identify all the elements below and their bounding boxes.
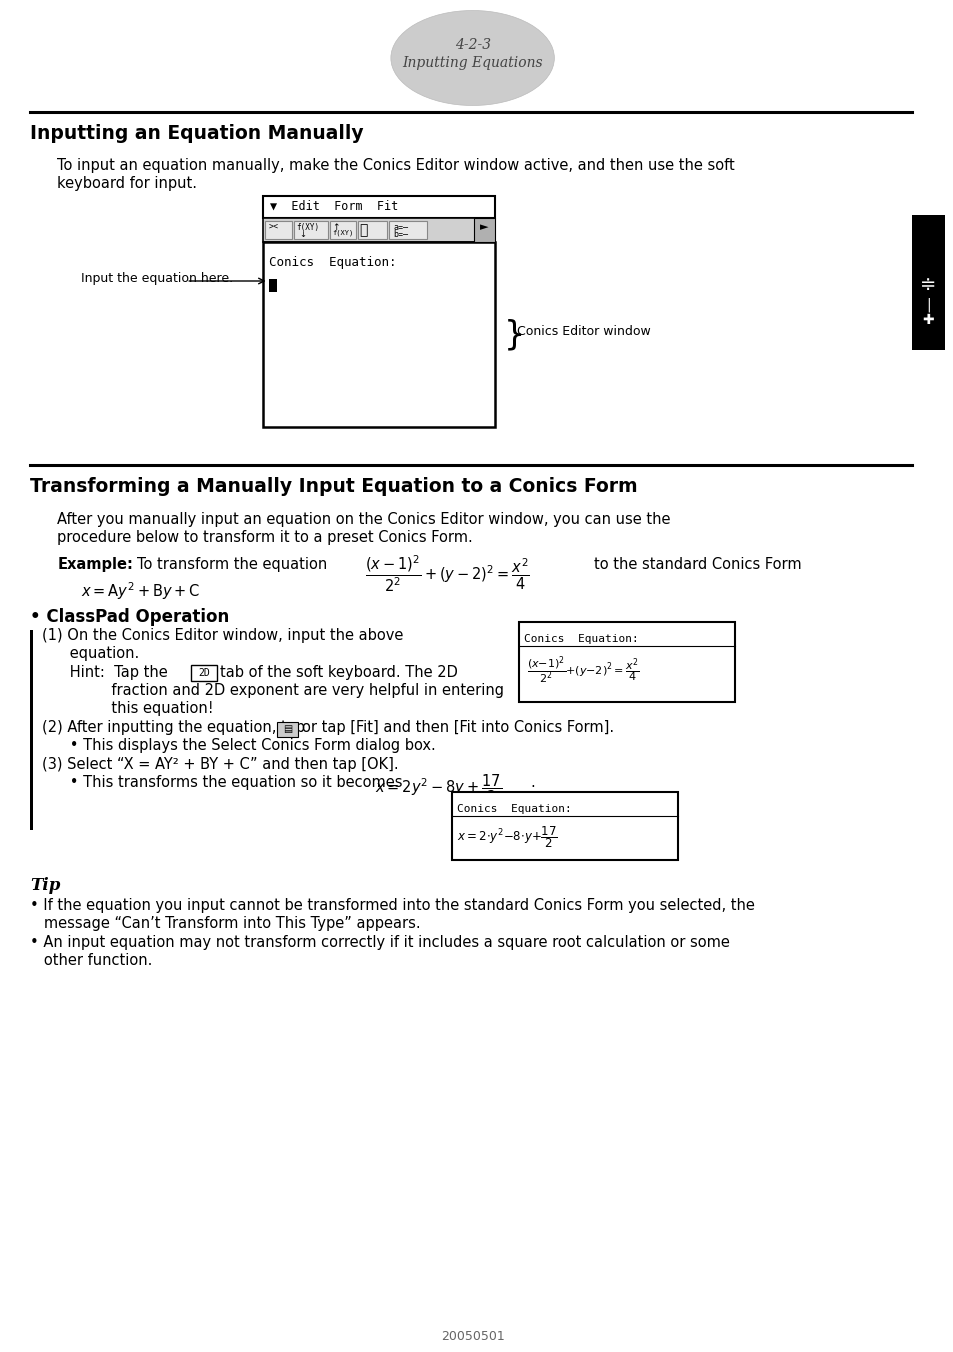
Text: • This displays the Select Conics Form dialog box.: • This displays the Select Conics Form d… [42,738,435,753]
Text: procedure below to transform it to a preset Conics Form.: procedure below to transform it to a pre… [57,530,473,545]
Text: Conics  Equation:: Conics Equation: [456,804,571,814]
Text: Example:: Example: [57,557,133,572]
Text: }: } [503,318,524,352]
Bar [262,242,495,427]
FancyBboxPatch shape [276,722,297,737]
Bar [262,196,495,218]
Text: • An input equation may not transform correctly if it includes a square root cal: • An input equation may not transform co… [30,936,729,950]
Text: 4-2-3: 4-2-3 [454,38,490,51]
Bar [452,792,677,860]
Text: $x{=}2{\cdot}y^2{-}8{\cdot}y{+}\dfrac{17}{2}$: $x{=}2{\cdot}y^2{-}8{\cdot}y{+}\dfrac{17… [456,823,557,849]
Bar [264,220,292,239]
Bar [389,220,427,239]
Bar [294,220,328,239]
Ellipse shape [391,11,554,105]
Text: • ClassPad Operation: • ClassPad Operation [30,608,229,626]
Text: b=―: b=― [393,230,408,239]
Text: (1) On the Conics Editor window, input the above: (1) On the Conics Editor window, input t… [42,627,402,644]
Text: ▤: ▤ [282,725,292,734]
Text: this equation!: this equation! [42,700,213,717]
FancyBboxPatch shape [191,665,216,681]
Text: $x=\mathrm{A}y^2+\mathrm{B}y+\mathrm{C}$: $x=\mathrm{A}y^2+\mathrm{B}y+\mathrm{C}$ [81,580,200,602]
Text: To transform the equation: To transform the equation [136,557,327,572]
Text: ⎕: ⎕ [359,223,368,237]
Text: or tap [Fit] and then [Fit into Conics Form].: or tap [Fit] and then [Fit into Conics F… [302,721,614,735]
Text: keyboard for input.: keyboard for input. [57,176,197,191]
Bar [268,279,277,292]
Text: to the standard Conics Form: to the standard Conics Form [594,557,801,572]
Text: Inputting Equations: Inputting Equations [402,55,542,70]
Text: f(XY): f(XY) [332,230,353,237]
Text: f(XY): f(XY) [296,223,319,233]
Text: • This transforms the equation so it becomes: • This transforms the equation so it bec… [42,775,402,790]
Text: fraction and 2D exponent are very helpful in entering: fraction and 2D exponent are very helpfu… [42,683,503,698]
Bar [518,622,735,702]
Text: ><: >< [268,223,278,233]
Text: To input an equation manually, make the Conics Editor window active, and then us: To input an equation manually, make the … [57,158,735,173]
Text: other function.: other function. [30,953,152,968]
Text: equation.: equation. [42,646,139,661]
Text: Tip: Tip [30,877,60,894]
Text: ↑: ↑ [332,223,339,233]
Text: ↓: ↓ [299,230,306,239]
Text: $\dfrac{(x-1)^2}{2^2}+(y-2)^2=\dfrac{x^2}{4}$: $\dfrac{(x-1)^2}{2^2}+(y-2)^2=\dfrac{x^2… [364,553,529,594]
Text: Conics  Equation:: Conics Equation: [523,634,639,644]
Text: ▼  Edit  Form  Fit: ▼ Edit Form Fit [271,200,398,214]
Text: $\dfrac{(x{-}1)^2}{2^2}{+}(y{-}2)^2{=}\dfrac{x^2}{4}$: $\dfrac{(x{-}1)^2}{2^2}{+}(y{-}2)^2{=}\d… [527,654,639,685]
Bar [357,220,387,239]
Text: 2D: 2D [198,668,210,677]
Text: message “Can’t Transform into This Type” appears.: message “Can’t Transform into This Type”… [30,917,420,932]
Bar [330,220,355,239]
Text: $x=2y^2-8y+\dfrac{17}{2}$: $x=2y^2-8y+\dfrac{17}{2}$ [375,772,501,804]
Text: (2) After inputting the equation, tap: (2) After inputting the equation, tap [42,721,304,735]
Text: ►: ► [479,222,488,233]
Text: Conics Editor window: Conics Editor window [517,324,650,338]
Text: ≑: ≑ [920,276,936,295]
Text: 20050501: 20050501 [440,1330,504,1343]
Text: After you manually input an equation on the Conics Editor window, you can use th: After you manually input an equation on … [57,512,670,527]
Text: (3) Select “X = AY² + BY + C” and then tap [OK].: (3) Select “X = AY² + BY + C” and then t… [42,757,397,772]
Text: tab of the soft keyboard. The 2D: tab of the soft keyboard. The 2D [220,665,457,680]
Text: ✚: ✚ [922,314,933,327]
Text: .: . [530,775,535,790]
Text: a=―: a=― [393,223,408,233]
Bar [910,215,944,350]
Text: • If the equation you input cannot be transformed into the standard Conics Form : • If the equation you input cannot be tr… [30,898,754,913]
Text: Transforming a Manually Input Equation to a Conics Form: Transforming a Manually Input Equation t… [30,477,637,496]
Text: Hint:  Tap the: Hint: Tap the [42,665,167,680]
Text: Conics  Equation:: Conics Equation: [268,256,395,269]
Text: |: | [925,297,930,312]
Bar [473,218,495,242]
Text: Inputting an Equation Manually: Inputting an Equation Manually [30,124,363,143]
Bar [262,218,495,242]
Bar [30,630,32,830]
Text: Input the equation here.: Input the equation here. [81,272,233,285]
